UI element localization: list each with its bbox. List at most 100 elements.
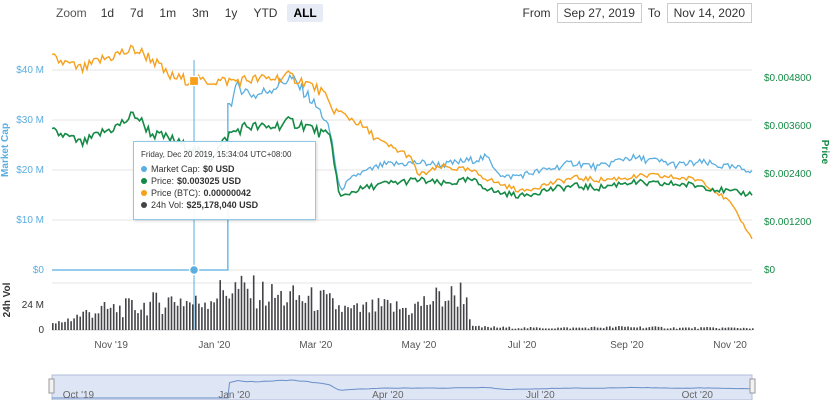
volume-bar [395, 301, 398, 330]
to-date-input[interactable]: Nov 14, 2020 [666, 3, 752, 23]
volume-bar [420, 305, 422, 330]
zoom-3m-button[interactable]: 3m [192, 6, 209, 20]
volume-bar [612, 327, 614, 330]
volume-dot-icon [141, 202, 147, 208]
zoom-ytd-button[interactable]: YTD [253, 6, 278, 20]
volume-bar [353, 305, 355, 330]
volume-bar [633, 327, 635, 330]
volume-bar [417, 301, 419, 330]
volume-bar [137, 313, 139, 330]
volume-bar [332, 298, 334, 330]
volume-bar [654, 326, 657, 330]
left-axis-title: Market Cap [0, 123, 11, 177]
tooltip-header: Friday, Dec 20 2019, 15:34:04 UTC+08:00 [141, 150, 292, 159]
volume-bar [730, 327, 733, 330]
volume-bar [715, 328, 718, 330]
volume-bar [481, 327, 483, 330]
volume-bar [469, 319, 471, 330]
zoom-1y-button[interactable]: 1y [224, 6, 238, 20]
volume-bar [557, 327, 559, 330]
volume-bar [462, 304, 465, 330]
volume-bar [615, 326, 617, 330]
date-range-selector: From Sep 27, 2019 To Nov 14, 2020 [523, 3, 752, 23]
volume-bar [456, 306, 459, 330]
zoom-7d-button[interactable]: 7d [130, 6, 144, 20]
volume-bar [511, 328, 514, 330]
volume-bar [374, 311, 377, 330]
volume-bar [143, 302, 145, 330]
volume-bar [745, 328, 748, 330]
volume-bar [414, 303, 416, 330]
volume-bar [627, 326, 629, 330]
to-label: To [647, 6, 661, 20]
volume-bar [97, 313, 100, 330]
volume-bar [618, 326, 620, 330]
volume-bar [672, 327, 675, 330]
volume-bar [651, 326, 654, 330]
volume-bar [447, 300, 450, 330]
volume-bar [523, 327, 526, 330]
volume-bar [347, 307, 349, 330]
left-axis-tick-label: $0 [33, 265, 45, 276]
volume-bar [599, 327, 602, 330]
volume-bar [85, 310, 88, 330]
volume-bar [648, 327, 651, 330]
volume-bar [426, 305, 428, 330]
volume-bar [365, 302, 368, 330]
volume-bar [703, 327, 705, 330]
price-btc-dot-icon [141, 190, 147, 196]
volume-bar [64, 321, 66, 330]
volume-bar [408, 314, 410, 330]
volume-bar [587, 328, 590, 330]
tooltip-value: $25,178,040 USD [186, 200, 259, 210]
volume-bar [551, 328, 553, 330]
volume-bar [122, 317, 124, 330]
volume-bar [192, 304, 194, 330]
volume-bar [423, 296, 425, 330]
volume-bar [310, 287, 313, 330]
volume-bar [630, 327, 632, 330]
zoom-all-button[interactable]: ALL [287, 4, 323, 22]
volume-bar [292, 285, 294, 330]
volume-bar [465, 297, 468, 330]
volume-bar [158, 302, 161, 330]
volume-bar [316, 310, 319, 330]
zoom-1m-button[interactable]: 1m [159, 6, 177, 20]
volume-bar [578, 327, 581, 330]
navigator-tick-label: Oct '19 [63, 390, 95, 400]
volume-bar [170, 296, 173, 330]
volume-bar [596, 327, 599, 330]
volume-bar [669, 328, 672, 330]
volume-bar [100, 305, 103, 330]
volume-bar [502, 326, 504, 330]
volume-bar [103, 302, 106, 330]
volume-bar [548, 328, 550, 330]
volume-bar [739, 328, 742, 330]
price-dot-icon [141, 178, 147, 184]
volume-bar [198, 303, 200, 330]
volume-bar [368, 312, 371, 330]
tooltip-value: $0 USD [203, 164, 235, 174]
zoom-bar: Zoom 1d 7d 1m 3m 1y YTD ALL [56, 4, 323, 22]
volume-bar [636, 327, 638, 330]
tooltip-label: 24h Vol: [151, 200, 184, 210]
zoom-1d-button[interactable]: 1d [100, 6, 115, 20]
volume-bar [539, 327, 541, 330]
volume-bar [429, 304, 431, 330]
volume-bar [560, 327, 562, 330]
volume-bar [234, 282, 237, 330]
right-axis-tick-label: $0.003600 [764, 121, 812, 132]
volume-bar [210, 301, 212, 330]
volume-bar [164, 307, 167, 330]
navigator-series [52, 379, 753, 399]
navigator[interactable]: Oct '19 Jan '20 Apr '20 Jul '20 Oct '20 [48, 374, 756, 400]
volume-bar [231, 293, 234, 330]
volume-bar [225, 295, 228, 330]
volume-bar [688, 327, 690, 330]
volume-bar [724, 327, 727, 330]
volume-bar [389, 303, 392, 330]
volume-axis-title: 24h Vol [2, 282, 13, 317]
volume-bar [70, 321, 72, 330]
from-date-input[interactable]: Sep 27, 2019 [556, 3, 642, 23]
